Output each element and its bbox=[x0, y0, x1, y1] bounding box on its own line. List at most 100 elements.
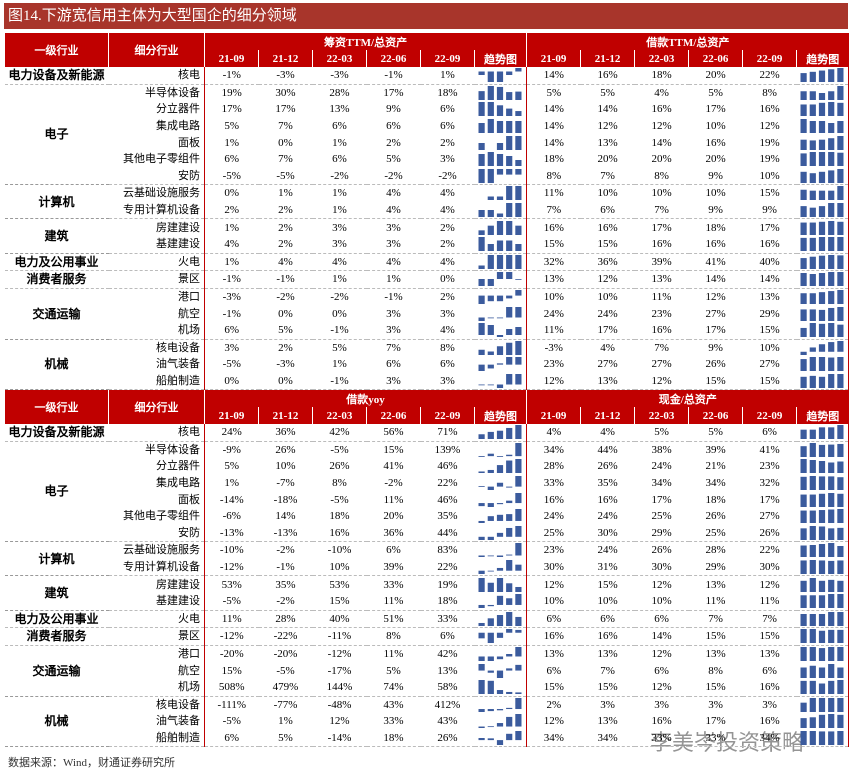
sparkline-bar bbox=[800, 595, 808, 609]
sub-industry-cell: 分立器件 bbox=[108, 458, 205, 475]
value-cell: -1% bbox=[312, 372, 367, 391]
sparkline-bar bbox=[497, 154, 504, 167]
sparkline-bar bbox=[515, 697, 522, 709]
sub-industry-cell: 航空 bbox=[108, 305, 205, 322]
value-cell: 15% bbox=[742, 627, 797, 646]
sparkline bbox=[800, 340, 844, 355]
sub-industry-cell: 云基础设施服务 bbox=[108, 541, 205, 559]
sparkline-bar bbox=[487, 605, 495, 607]
value-cell: 13% bbox=[597, 648, 618, 661]
value-cell: 15% bbox=[688, 678, 743, 697]
value-cell: 4% bbox=[204, 235, 259, 254]
industry-cell: 电子 bbox=[4, 441, 109, 543]
value-cell: 22% bbox=[420, 558, 475, 577]
value-cell: 10% bbox=[634, 592, 689, 611]
sparkline-bar bbox=[828, 191, 835, 201]
sparkline-bar bbox=[810, 629, 817, 644]
sparkline-bar bbox=[800, 667, 808, 678]
value-cell: 1% bbox=[278, 187, 293, 200]
sparkline-bar bbox=[800, 545, 808, 558]
trend-cell bbox=[796, 101, 850, 118]
sparkline-bar bbox=[819, 444, 826, 457]
value-cell: 13% bbox=[597, 715, 618, 728]
sparkline-bar bbox=[809, 238, 817, 252]
value-cell: 5% bbox=[634, 424, 689, 442]
trend-cell bbox=[474, 356, 528, 373]
sparkline-bar bbox=[809, 121, 817, 134]
value-cell: 6% bbox=[762, 664, 777, 677]
value-cell: 9% bbox=[688, 167, 743, 186]
sparkline-bar bbox=[487, 351, 495, 355]
value-cell: 0% bbox=[278, 307, 293, 320]
industry-cell: 交通运输 bbox=[4, 288, 109, 340]
sparkline-bar bbox=[515, 160, 522, 167]
value-cell: 28% bbox=[329, 86, 350, 99]
value-cell: 16% bbox=[759, 715, 780, 728]
sparkline-bar bbox=[515, 492, 522, 503]
sparkline-bar bbox=[819, 376, 826, 388]
value-cell: -1% bbox=[258, 558, 313, 577]
value-cell: 7% bbox=[654, 341, 669, 354]
data-row: 其他电子零组件 6% 7% 6% 5% 3% 18% 20% 20% 20% 19% bbox=[5, 150, 850, 168]
sparkline-bar bbox=[497, 196, 504, 201]
sparkline-bar bbox=[506, 240, 513, 252]
trend-cell bbox=[474, 288, 528, 306]
sparkline-bar bbox=[515, 290, 522, 296]
period-header: 21-09 bbox=[526, 407, 581, 424]
sparkline-bar bbox=[837, 647, 844, 662]
value-cell: 53% bbox=[221, 578, 242, 591]
sparkline-bar bbox=[506, 220, 513, 235]
sparkline-bar bbox=[487, 555, 495, 557]
period-header: 22-09 bbox=[742, 407, 797, 424]
sparkline-bar bbox=[819, 595, 826, 609]
sparkline-bar bbox=[828, 102, 835, 117]
sub-industry-cell: 专用计算机设备 bbox=[108, 201, 205, 220]
value-cell: 2% bbox=[546, 698, 562, 711]
value-cell: 27% bbox=[705, 307, 726, 320]
sparkline-bar bbox=[828, 681, 835, 695]
value-cell: 21% bbox=[705, 460, 726, 473]
sparkline-bar bbox=[819, 191, 826, 201]
sparkline bbox=[800, 135, 844, 150]
trend-cell bbox=[796, 84, 850, 102]
sparkline bbox=[478, 425, 522, 440]
value-cell: 24% bbox=[597, 307, 618, 320]
value-cell: 15% bbox=[383, 443, 404, 456]
sparkline bbox=[478, 237, 522, 252]
sparkline-bar bbox=[478, 154, 485, 167]
header-row: 一级行业 细分行业 借款yoy 现金/总资产 bbox=[4, 390, 849, 424]
value-cell: 24% bbox=[543, 307, 564, 320]
value-cell: -12% bbox=[204, 558, 259, 577]
sparkline-bar bbox=[497, 670, 504, 678]
trend-cell bbox=[796, 321, 850, 340]
sparkline-bar bbox=[837, 443, 844, 457]
sparkline-bar bbox=[819, 292, 826, 305]
value-cell: 35% bbox=[597, 477, 618, 490]
value-cell: -14% bbox=[219, 493, 244, 506]
sparkline-bar bbox=[837, 255, 844, 269]
value-cell: 1% bbox=[332, 187, 347, 200]
sparkline-bar bbox=[809, 256, 817, 269]
value-cell: 14% bbox=[651, 136, 672, 149]
value-cell: 53% bbox=[329, 578, 350, 591]
sparkline-bar bbox=[487, 536, 495, 540]
sparkline-bar bbox=[828, 69, 835, 83]
sparkline-bar bbox=[819, 344, 826, 352]
sparkline-bar bbox=[809, 375, 817, 388]
sparkline-bar bbox=[478, 279, 485, 287]
value-cell: 26% bbox=[329, 460, 350, 473]
data-row: 消费者服务 景区 -1% -1% 1% 1% 0% 13% 12% 13% 14% 14% bbox=[4, 270, 850, 289]
value-cell: 27% bbox=[759, 510, 780, 523]
trend-cell bbox=[474, 441, 528, 459]
value-cell: 12% bbox=[634, 678, 689, 697]
sparkline-bar bbox=[810, 460, 817, 474]
value-cell: 2% bbox=[278, 221, 293, 234]
sparkline bbox=[800, 220, 844, 235]
industry-cell: 电力设备及新能源 bbox=[4, 424, 109, 442]
value-cell: -2% bbox=[330, 291, 349, 304]
value-cell: 6% bbox=[580, 610, 635, 629]
sparkline-bar bbox=[800, 459, 808, 474]
trend-cell bbox=[796, 507, 850, 525]
sub-industry-cell: 机场 bbox=[108, 321, 205, 340]
value-cell: 6% bbox=[580, 201, 635, 220]
